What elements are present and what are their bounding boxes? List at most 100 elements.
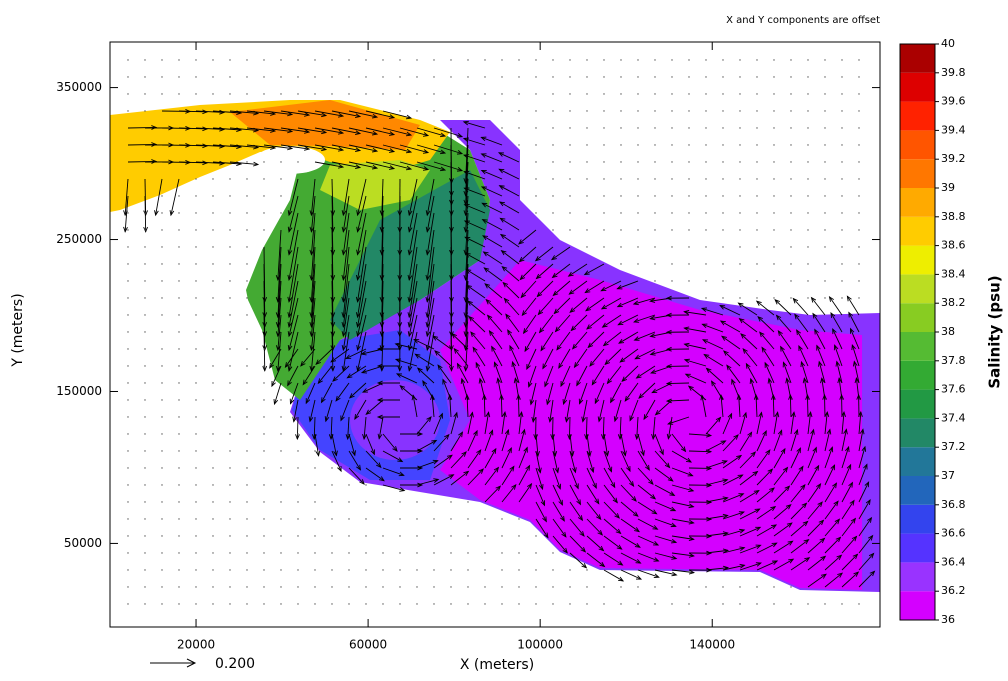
grid-dot <box>603 229 604 230</box>
grid-dot <box>467 586 468 587</box>
grid-dot <box>246 501 247 502</box>
grid-dot <box>790 110 791 111</box>
grid-dot <box>297 93 298 94</box>
grid-dot <box>671 263 672 264</box>
grid-dot <box>518 59 519 60</box>
grid-dot <box>586 603 587 604</box>
grid-dot <box>484 552 485 553</box>
grid-dot <box>484 586 485 587</box>
grid-dot <box>161 331 162 332</box>
grid-dot <box>518 535 519 536</box>
grid-dot <box>569 178 570 179</box>
grid-dot <box>756 229 757 230</box>
grid-dot <box>314 569 315 570</box>
grid-dot <box>195 314 196 315</box>
grid-dot <box>212 229 213 230</box>
grid-dot <box>705 263 706 264</box>
grid-dot <box>229 263 230 264</box>
grid-dot <box>790 246 791 247</box>
grid-dot <box>365 76 366 77</box>
grid-dot <box>552 161 553 162</box>
grid-dot <box>603 76 604 77</box>
colorbar-segment <box>900 505 935 534</box>
grid-dot <box>773 161 774 162</box>
grid-dot <box>348 535 349 536</box>
colorbar-tick-label: 37 <box>941 469 955 482</box>
grid-dot <box>586 161 587 162</box>
colorbar-segment <box>900 476 935 505</box>
grid-dot <box>620 161 621 162</box>
grid-dot <box>382 93 383 94</box>
grid-dot <box>824 195 825 196</box>
grid-dot <box>756 297 757 298</box>
grid-dot <box>535 178 536 179</box>
grid-dot <box>756 246 757 247</box>
grid-dot <box>569 195 570 196</box>
grid-dot <box>365 501 366 502</box>
grid-dot <box>467 93 468 94</box>
grid-dot <box>535 127 536 128</box>
grid-dot <box>790 127 791 128</box>
grid-dot <box>739 76 740 77</box>
grid-dot <box>705 212 706 213</box>
grid-dot <box>229 535 230 536</box>
grid-dot <box>195 246 196 247</box>
grid-dot <box>654 263 655 264</box>
y-tick-label: 150000 <box>56 384 102 398</box>
grid-dot <box>178 263 179 264</box>
grid-dot <box>739 59 740 60</box>
grid-dot <box>280 518 281 519</box>
y-tick-label: 250000 <box>56 232 102 246</box>
grid-dot <box>229 501 230 502</box>
grid-dot <box>637 161 638 162</box>
grid-dot <box>654 178 655 179</box>
grid-dot <box>858 110 859 111</box>
grid-dot <box>382 586 383 587</box>
grid-dot <box>280 484 281 485</box>
grid-dot <box>841 127 842 128</box>
grid-dot <box>705 297 706 298</box>
grid-dot <box>229 382 230 383</box>
grid-dot <box>484 603 485 604</box>
grid-dot <box>144 382 145 383</box>
grid-dot <box>807 297 808 298</box>
grid-dot <box>773 212 774 213</box>
grid-dot <box>688 263 689 264</box>
grid-dot <box>246 93 247 94</box>
grid-dot <box>637 76 638 77</box>
grid-dot <box>297 433 298 434</box>
grid-dot <box>263 348 264 349</box>
grid-dot <box>280 467 281 468</box>
grid-dot <box>263 59 264 60</box>
grid-dot <box>416 76 417 77</box>
grid-dot <box>229 297 230 298</box>
grid-dot <box>195 569 196 570</box>
grid-dot <box>212 314 213 315</box>
grid-dot <box>705 586 706 587</box>
grid-dot <box>127 229 128 230</box>
grid-dot <box>212 450 213 451</box>
grid-dot <box>416 569 417 570</box>
colorbar-segment <box>900 562 935 591</box>
grid-dot <box>603 212 604 213</box>
grid-dot <box>620 127 621 128</box>
grid-dot <box>722 161 723 162</box>
grid-dot <box>654 161 655 162</box>
grid-dot <box>178 246 179 247</box>
grid-dot <box>144 280 145 281</box>
grid-dot <box>773 110 774 111</box>
grid-dot <box>671 586 672 587</box>
grid-dot <box>620 229 621 230</box>
grid-dot <box>790 76 791 77</box>
grid-dot <box>790 297 791 298</box>
grid-dot <box>348 501 349 502</box>
grid-dot <box>858 280 859 281</box>
grid-dot <box>212 467 213 468</box>
grid-dot <box>552 586 553 587</box>
y-axis-label: Y (meters) <box>10 293 26 367</box>
grid-dot <box>739 195 740 196</box>
grid-dot <box>331 93 332 94</box>
grid-dot <box>178 501 179 502</box>
grid-dot <box>161 552 162 553</box>
grid-dot <box>790 229 791 230</box>
